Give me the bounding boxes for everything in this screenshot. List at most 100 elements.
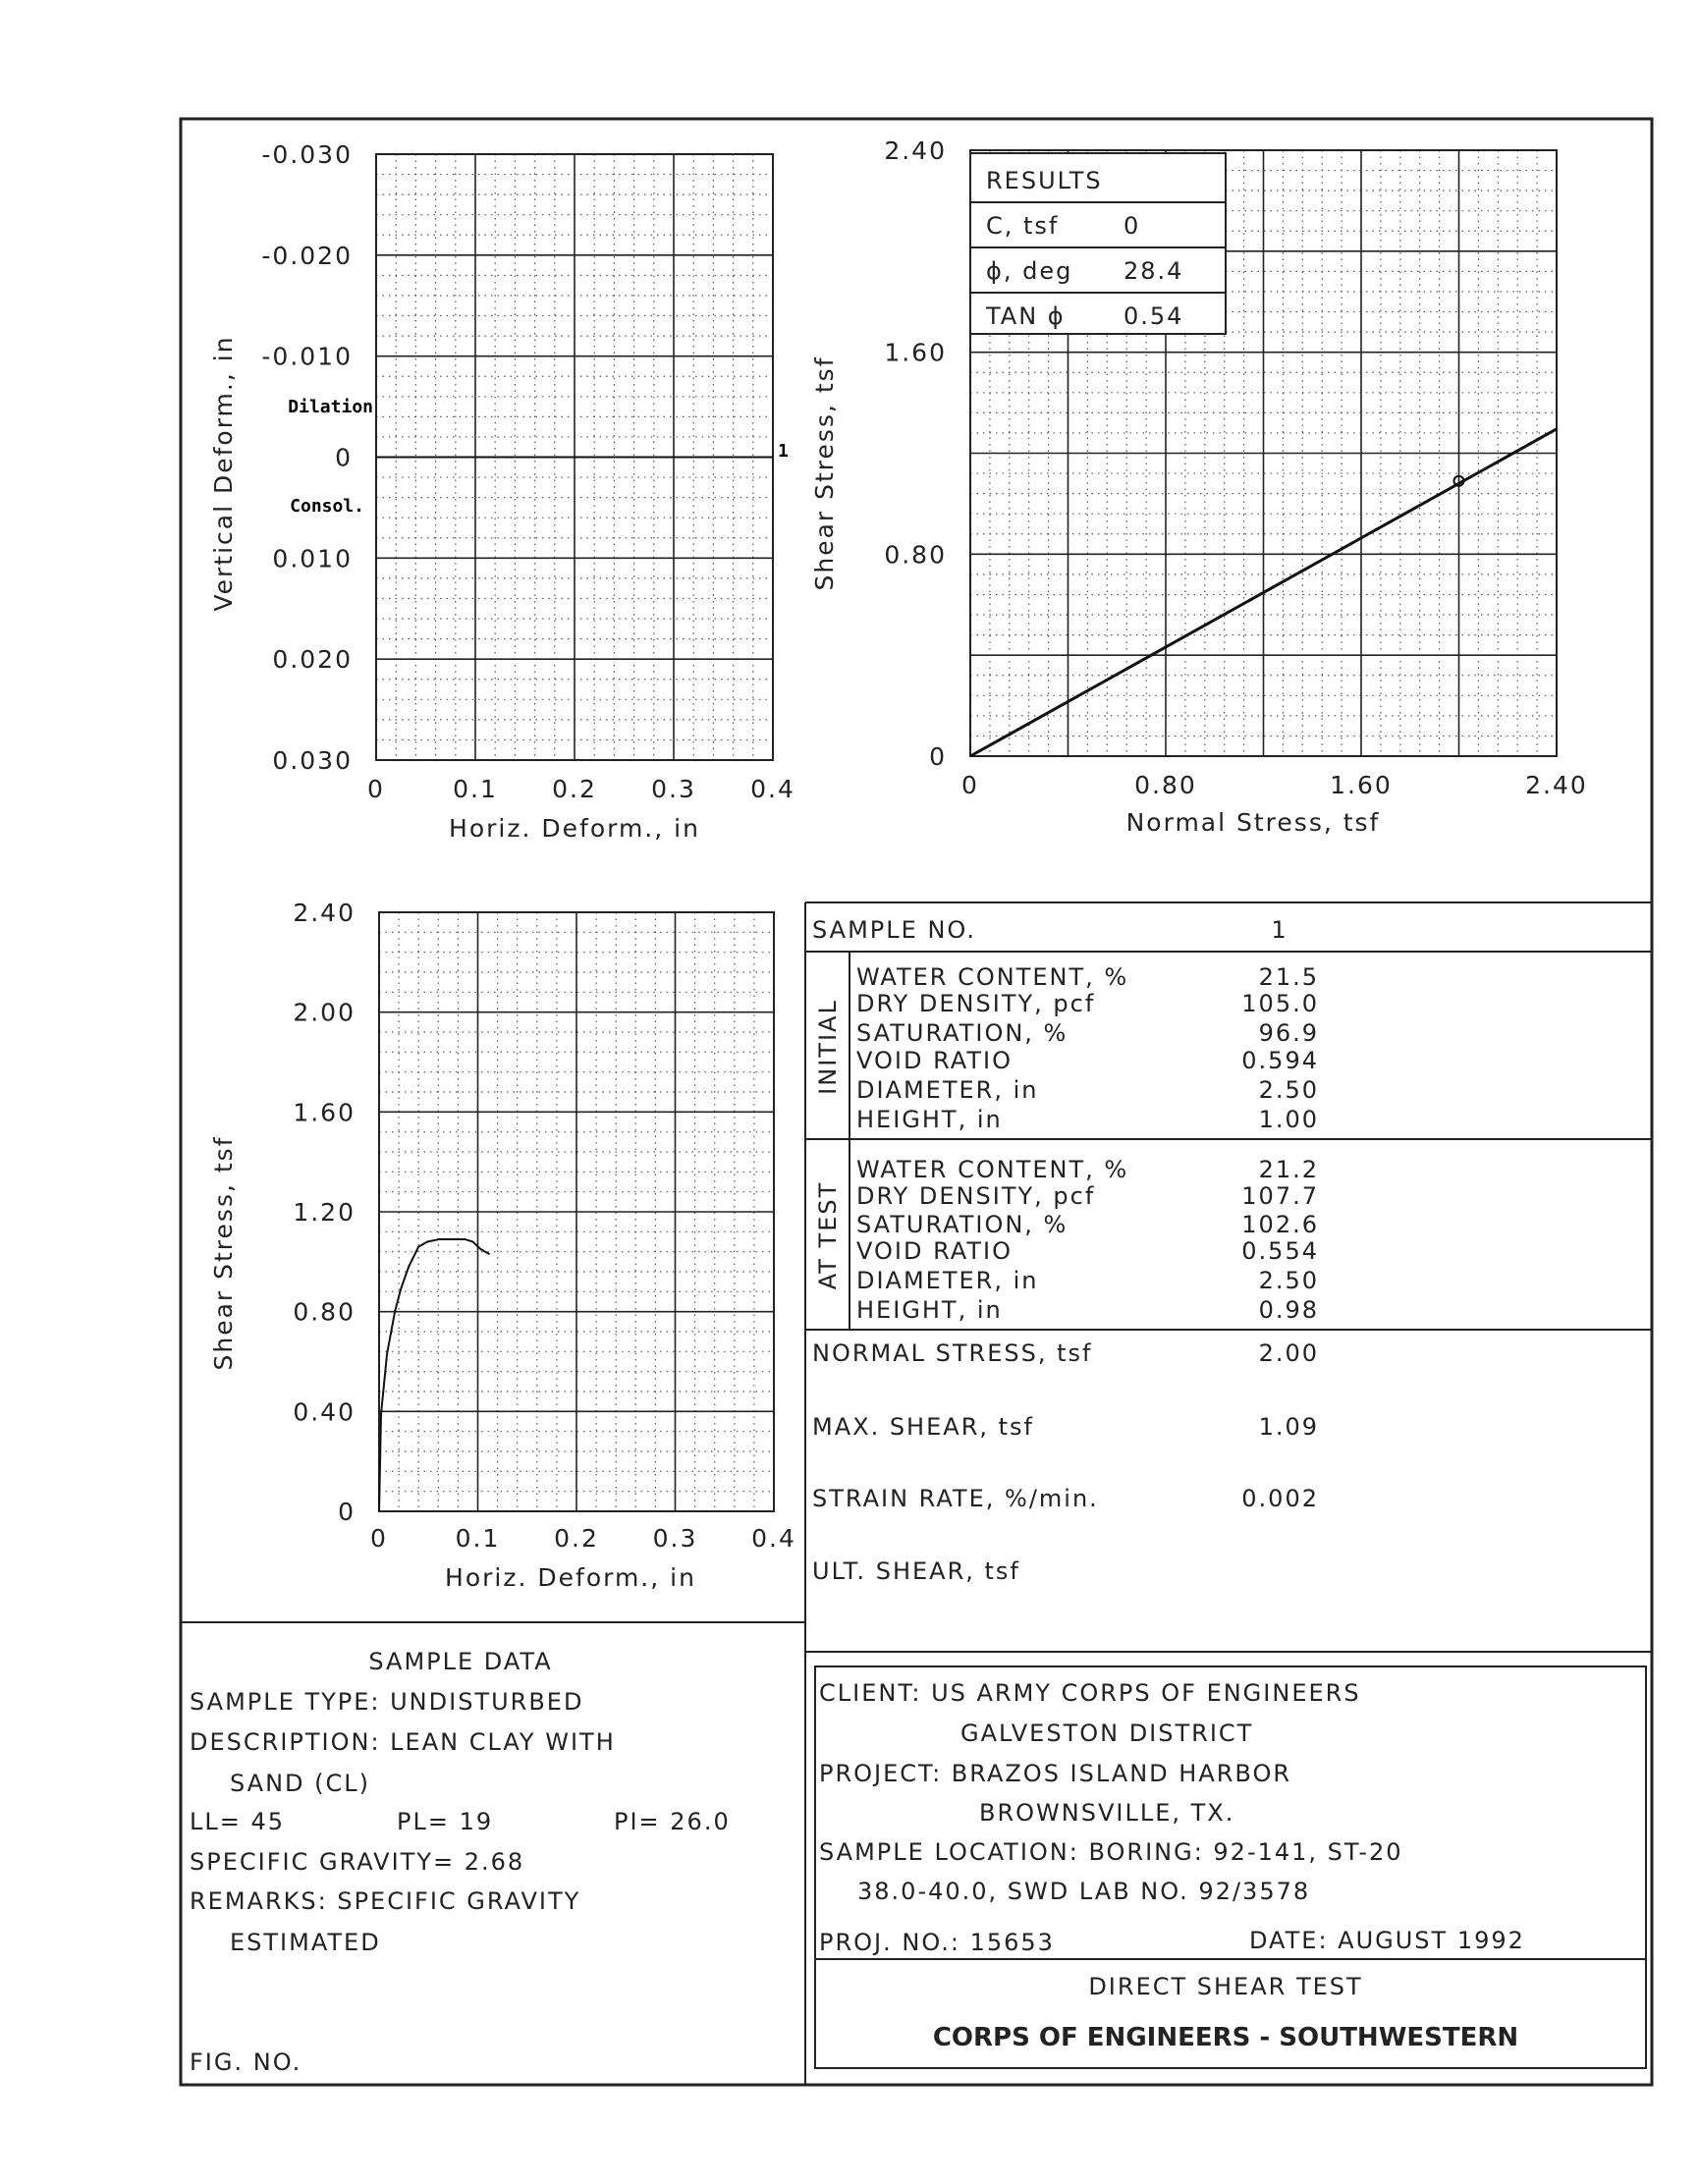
results-phi-label: ϕ, deg — [986, 257, 1072, 285]
y-tick-label: -0.010 — [261, 343, 353, 371]
remarks: REMARKS: SPECIFIC GRAVITY — [190, 1887, 580, 1915]
chart1-ylabel: Vertical Deform., in — [209, 335, 238, 611]
title-block: CLIENT: US ARMY CORPS OF ENGINEERS GALVE… — [819, 1679, 1525, 2052]
x-tick-label: 0.80 — [1134, 771, 1197, 799]
strain-rate-label: STRAIN RATE, %/min. — [812, 1485, 1099, 1512]
property-label: WATER CONTENT, % — [856, 1156, 1128, 1183]
results-title: RESULTS — [986, 167, 1103, 194]
y-tick-label: 0.80 — [293, 1298, 356, 1327]
curve-label: 1 — [778, 441, 789, 462]
y-tick-label: 0 — [335, 444, 353, 472]
plastic-limit: PL= 19 — [397, 1808, 493, 1835]
property-value: 0.594 — [1241, 1047, 1319, 1074]
client-district: GALVESTON DISTRICT — [960, 1720, 1253, 1747]
sample-no-label: SAMPLE NO. — [812, 916, 976, 944]
x-tick-label: 0.3 — [653, 1524, 698, 1553]
dilation-label: Dilation — [288, 397, 373, 417]
sample-table: SAMPLE NO. 1 INITIAL AT TEST WATER CONTE… — [812, 916, 1319, 1585]
property-value: 0.554 — [1241, 1237, 1319, 1265]
y-tick-label: 0.80 — [884, 540, 947, 569]
property-label: DIAMETER, in — [856, 1267, 1038, 1294]
y-tick-label: 1.20 — [293, 1198, 356, 1227]
y-tick-label: 2.40 — [293, 899, 356, 927]
ult-shear-label: ULT. SHEAR, tsf — [812, 1557, 1020, 1585]
property-label: VOID RATIO — [856, 1047, 1013, 1074]
chart3-ylabel: Shear Stress, tsf — [209, 1136, 238, 1371]
outer-frame — [179, 117, 1654, 2087]
data-series-line — [378, 1237, 491, 1512]
results-tanphi-label: TAN ϕ — [985, 302, 1066, 330]
sample-type: SAMPLE TYPE: UNDISTURBED — [190, 1688, 583, 1716]
plot-frame — [969, 149, 1558, 757]
property-label: HEIGHT, in — [856, 1296, 1003, 1324]
chart3-xlabel: Horiz. Deform., in — [445, 1563, 696, 1592]
charts: 0 0.1 0.2 0.3 0.4 -0.030 -0.020 -0.010 0 0.010 0.0… — [261, 136, 1588, 1553]
chart1-xlabel: Horiz. Deform., in — [449, 814, 700, 843]
property-value: 21.2 — [1259, 1156, 1319, 1183]
fig-no: FIG. NO. — [190, 2048, 301, 2076]
organization-name: CORPS OF ENGINEERS - SOUTHWESTERN — [933, 2023, 1518, 2052]
x-tick-label: 0.3 — [651, 775, 696, 803]
x-tick-label: 1.60 — [1330, 771, 1393, 799]
sample-location: SAMPLE LOCATION: BORING: 92-141, ST-20 — [819, 1838, 1403, 1866]
chart-2: 0 0.80 1.60 2.40 0 0.80 1.60 2.40 — [884, 136, 1588, 799]
project: PROJECT: BRAZOS ISLAND HARBOR — [819, 1760, 1291, 1787]
remarks-cont: ESTIMATED — [230, 1929, 381, 1956]
property-label: DRY DENSITY, pcf — [856, 990, 1095, 1017]
failure-envelope-line — [969, 427, 1558, 758]
client: CLIENT: US ARMY CORPS OF ENGINEERS — [819, 1679, 1361, 1707]
property-value: 2.50 — [1259, 1267, 1319, 1294]
max-shear-value: 1.09 — [1259, 1413, 1319, 1441]
strain-rate-value: 0.002 — [1241, 1485, 1319, 1512]
property-value: 1.00 — [1259, 1106, 1319, 1133]
x-tick-label: 2.40 — [1525, 771, 1588, 799]
y-tick-label: 0.020 — [272, 645, 353, 674]
property-value: 21.5 — [1259, 963, 1319, 991]
liquid-limit: LL= 45 — [190, 1808, 285, 1835]
test-name: DIRECT SHEAR TEST — [1088, 1973, 1362, 2000]
y-tick-label: 2.40 — [884, 136, 947, 165]
date: DATE: AUGUST 1992 — [1249, 1927, 1525, 1954]
specific-gravity: SPECIFIC GRAVITY= 2.68 — [190, 1848, 524, 1876]
results-phi-value: 28.4 — [1124, 257, 1183, 285]
chart2-xlabel: Normal Stress, tsf — [1126, 808, 1381, 837]
property-value: 102.6 — [1241, 1211, 1319, 1238]
description: DESCRIPTION: LEAN CLAY WITH — [190, 1728, 616, 1756]
property-value: 105.0 — [1241, 990, 1319, 1017]
property-value: 2.50 — [1259, 1076, 1319, 1104]
y-tick-label: -0.020 — [261, 242, 353, 270]
y-tick-label: -0.030 — [261, 140, 353, 169]
property-value: 96.9 — [1259, 1019, 1319, 1047]
results-tanphi-value: 0.54 — [1124, 302, 1183, 330]
normal-stress-value: 2.00 — [1259, 1339, 1319, 1367]
x-tick-label: 0 — [367, 775, 385, 803]
chart-1: 0 0.1 0.2 0.3 0.4 -0.030 -0.020 -0.010 0 0.010 0.0… — [261, 140, 795, 803]
y-tick-label: 0 — [338, 1498, 356, 1526]
results-c-value: 0 — [1124, 212, 1140, 240]
property-label: VOID RATIO — [856, 1237, 1013, 1265]
x-tick-label: 0 — [370, 1524, 388, 1553]
data-point — [1452, 474, 1465, 487]
x-tick-label: 0.1 — [456, 1524, 501, 1553]
at-test-label: AT TEST — [814, 1181, 842, 1290]
property-label: DRY DENSITY, pcf — [856, 1182, 1095, 1210]
description-cont: SAND (CL) — [230, 1770, 370, 1797]
initial-label: INITIAL — [814, 999, 842, 1095]
y-tick-label: 0 — [929, 742, 947, 771]
normal-stress-label: NORMAL STRESS, tsf — [812, 1339, 1092, 1367]
max-shear-label: MAX. SHEAR, tsf — [812, 1413, 1034, 1441]
property-value: 107.7 — [1241, 1182, 1319, 1210]
project-number: PROJ. NO.: 15653 — [819, 1929, 1055, 1956]
x-tick-label: 0.4 — [751, 1524, 796, 1553]
plasticity-index: PI= 26.0 — [614, 1808, 731, 1835]
sample-data: SAMPLE DATA SAMPLE TYPE: UNDISTURBED DES… — [190, 1648, 731, 2076]
x-tick-label: 0.4 — [750, 775, 795, 803]
chart-3: 0 0.1 0.2 0.3 0.400.400.801.201.602.002.40 — [293, 899, 796, 1553]
x-tick-label: 0.1 — [453, 775, 498, 803]
sample-data-title: SAMPLE DATA — [368, 1648, 552, 1675]
y-tick-label: 1.60 — [293, 1098, 356, 1126]
sample-no-value: 1 — [1271, 916, 1288, 944]
x-tick-label: 0.2 — [554, 1524, 599, 1553]
property-label: DIAMETER, in — [856, 1076, 1038, 1104]
